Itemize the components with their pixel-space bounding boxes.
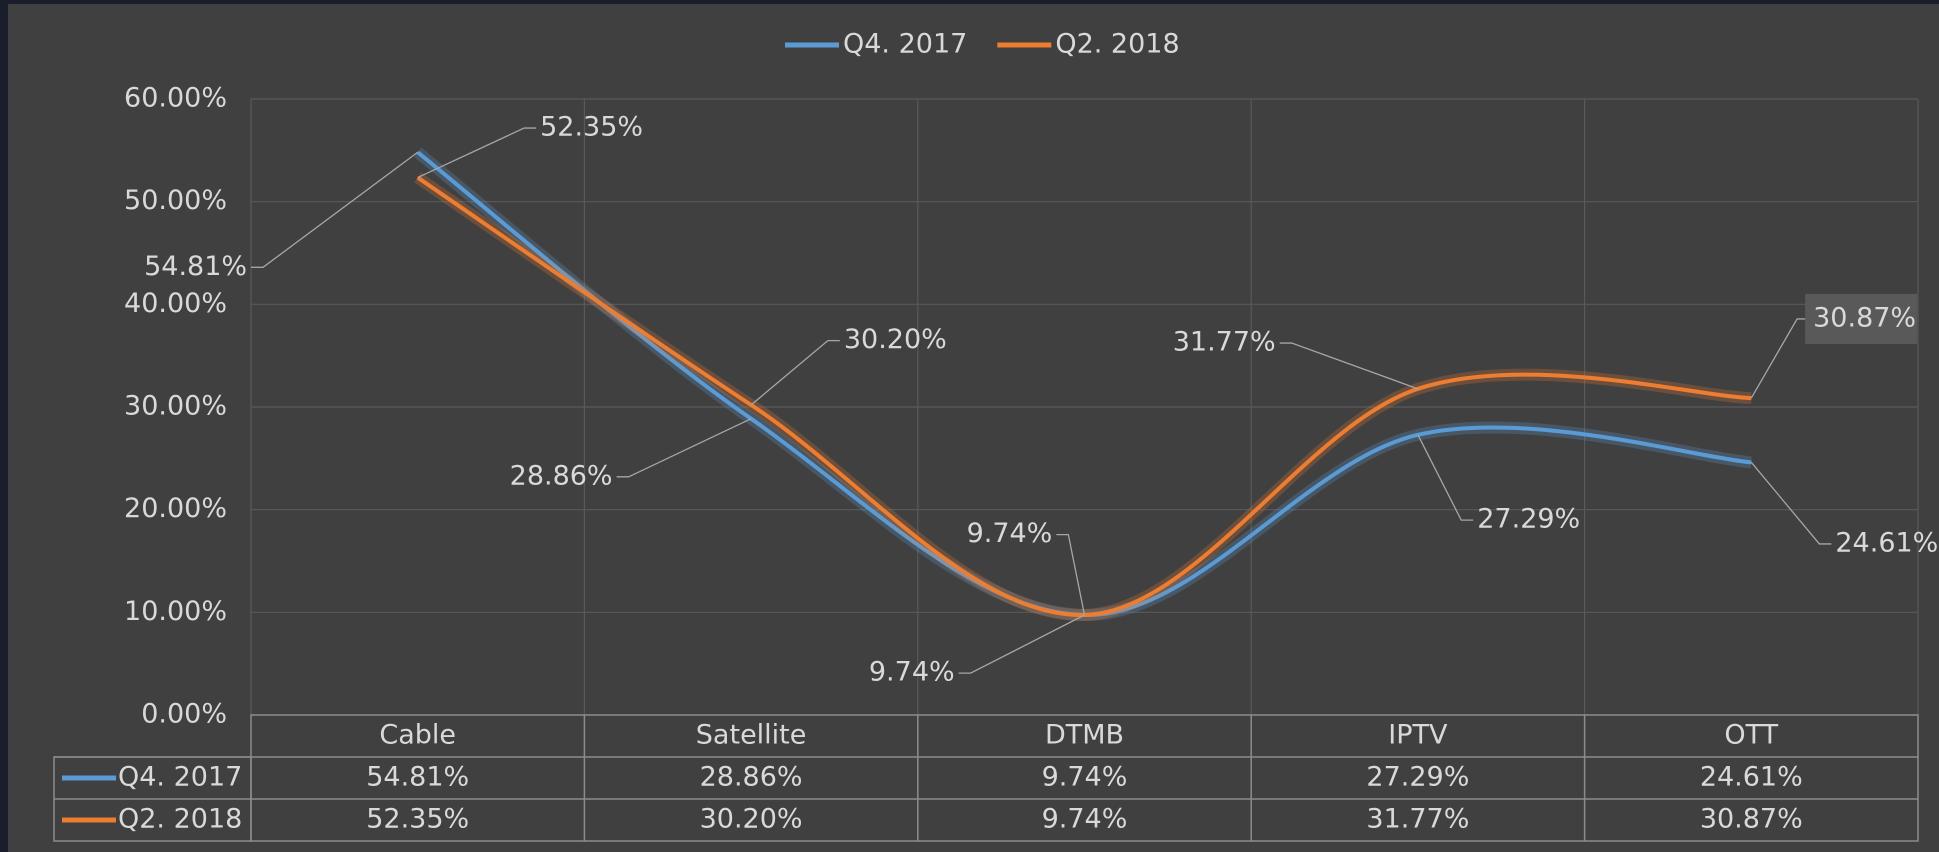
data-label: 31.77% (1173, 327, 1276, 358)
y-tick-label: 60.00% (124, 83, 227, 114)
table-header: Cable (379, 720, 456, 751)
legend-label: Q2. 2018 (1055, 29, 1179, 60)
table-cell: 28.86% (700, 762, 803, 793)
table-cell: 31.77% (1366, 804, 1469, 835)
table-row-label: Q2. 2018 (118, 804, 242, 835)
data-label: 52.35% (540, 112, 643, 143)
data-label: 9.74% (967, 518, 1053, 549)
table-cell: 30.87% (1700, 804, 1803, 835)
leader-line (1417, 434, 1474, 521)
leader-line (1279, 342, 1419, 390)
data-label: 9.74% (869, 657, 955, 688)
leader-line (251, 151, 419, 268)
leader-line (417, 127, 537, 179)
leader-line (1056, 533, 1086, 616)
table-header: OTT (1724, 720, 1778, 751)
table-cell: 52.35% (366, 804, 469, 835)
y-tick-label: 0.00% (141, 699, 227, 730)
y-tick-label: 30.00% (124, 391, 227, 422)
table-cell: 9.74% (1042, 762, 1128, 793)
leader-line (958, 614, 1085, 674)
leader-line (616, 418, 752, 478)
table-cell: 9.74% (1042, 804, 1128, 835)
y-tick-label: 10.00% (124, 596, 227, 627)
table-cell: 30.20% (700, 804, 803, 835)
table-cell: 27.29% (1366, 762, 1469, 793)
leader-line (750, 339, 840, 406)
label-highlight (1805, 293, 1918, 344)
data-label: 30.87% (1813, 302, 1916, 333)
data-label: 24.61% (1835, 527, 1938, 558)
table-cell: 54.81% (366, 762, 469, 793)
table-header: Satellite (696, 720, 807, 751)
table-header: IPTV (1388, 720, 1448, 751)
table-cell: 24.61% (1700, 762, 1803, 793)
leader-line (1750, 461, 1832, 545)
data-label: 28.86% (510, 460, 613, 491)
table-header: DTMB (1045, 720, 1124, 751)
data-label: 27.29% (1477, 504, 1580, 535)
chart-background (8, 4, 1939, 852)
y-tick-label: 20.00% (124, 493, 227, 524)
y-tick-label: 40.00% (124, 288, 227, 319)
data-label: 54.81% (144, 251, 247, 282)
table-row-label: Q4. 2017 (118, 762, 242, 793)
legend-label: Q4. 2017 (843, 29, 967, 60)
data-label: 30.20% (844, 324, 947, 355)
y-tick-label: 50.00% (124, 185, 227, 216)
